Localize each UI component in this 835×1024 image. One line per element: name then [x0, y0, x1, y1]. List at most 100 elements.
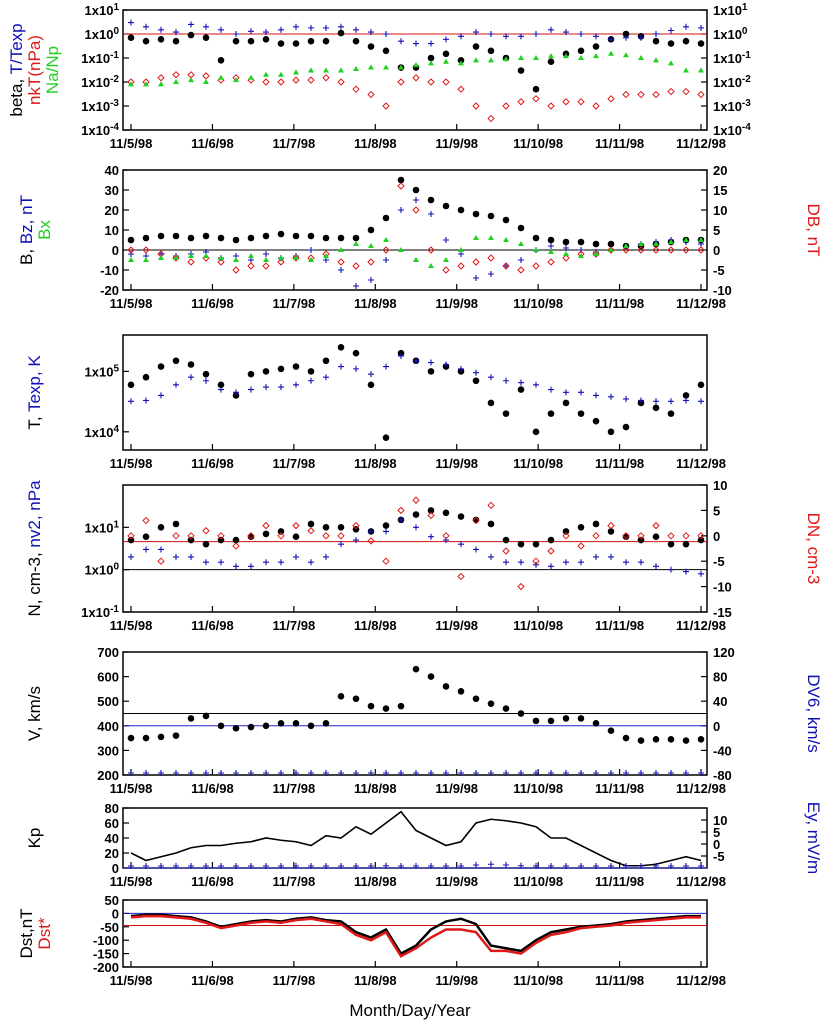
data-point-red	[562, 254, 570, 262]
data-point-green	[293, 69, 299, 75]
right-tick-label: 80	[713, 670, 727, 685]
left-tick-label: 10	[105, 223, 119, 238]
data-point-black	[337, 234, 345, 242]
data-point-green	[278, 255, 284, 260]
left-tick-label: 400	[97, 719, 119, 734]
data-point-black	[202, 34, 210, 42]
data-point-black	[142, 37, 150, 45]
x-tick-label: 11/12/98	[676, 973, 726, 988]
left-tick-label: -150	[93, 947, 119, 962]
data-point-black	[337, 692, 345, 700]
data-point-black	[367, 381, 375, 389]
data-point-blue	[638, 34, 644, 41]
data-point-red	[607, 95, 615, 103]
data-point-blue	[368, 863, 374, 869]
data-point-red	[262, 521, 270, 530]
data-point-black	[682, 540, 690, 548]
data-point-green	[458, 247, 464, 252]
left-tick-label: 600	[97, 670, 119, 685]
data-point-blue	[128, 398, 134, 405]
data-point-black	[142, 373, 150, 381]
data-point-black	[547, 536, 555, 544]
data-point-blue	[683, 770, 689, 776]
data-point-blue	[473, 275, 479, 281]
data-point-red	[337, 532, 345, 540]
x-tick-label: 11/9/98	[435, 618, 478, 633]
data-point-red	[637, 532, 645, 540]
data-point-blue	[398, 207, 404, 213]
data-point-green	[473, 235, 479, 240]
data-point-black	[217, 234, 225, 242]
data-point-blue	[578, 247, 584, 253]
data-point-blue	[698, 770, 704, 776]
data-point-black	[652, 533, 660, 541]
data-point-blue	[503, 263, 509, 269]
data-point-blue	[293, 381, 299, 388]
data-point-black	[247, 723, 255, 731]
data-point-blue	[428, 863, 434, 869]
data-point-blue	[233, 389, 239, 396]
data-point-black	[127, 734, 135, 742]
data-point-black	[487, 212, 495, 220]
data-point-red	[352, 85, 360, 93]
data-point-black	[562, 715, 570, 722]
data-point-red	[367, 258, 375, 266]
data-point-blue	[188, 374, 194, 381]
data-point-blue	[623, 863, 629, 869]
data-point-blue	[383, 363, 389, 370]
data-point-green	[323, 67, 329, 73]
data-point-black	[667, 736, 675, 743]
left-tick-label: 20	[105, 203, 119, 218]
data-point-red	[187, 532, 195, 540]
x-tick-label: 11/8/98	[354, 136, 397, 151]
data-point-black	[652, 404, 660, 412]
data-point-black	[352, 37, 360, 45]
data-point-blue	[563, 863, 569, 869]
data-point-red	[187, 71, 195, 79]
data-point-blue	[623, 559, 629, 566]
data-point-black	[442, 50, 450, 58]
data-point-black	[532, 85, 540, 93]
panel-b: -20 -10 0 10 20 30 40 -10 -5 0 5 10 15 20 11/5/98 11/6/…	[17, 163, 823, 311]
data-point-blue	[548, 386, 554, 393]
data-point-blue	[488, 374, 494, 381]
data-point-blue	[548, 563, 554, 570]
y-axis-label-left: Bx	[35, 220, 54, 240]
data-point-green	[218, 255, 224, 260]
data-point-green	[623, 243, 629, 248]
left-tick-label: -10	[100, 263, 119, 278]
data-point-red	[172, 71, 180, 79]
data-point-green	[533, 247, 539, 252]
data-point-green	[143, 257, 149, 262]
x-tick-label: 11/9/98	[435, 456, 478, 471]
data-point-blue	[338, 23, 344, 30]
right-tick-label: 1x100	[713, 26, 748, 42]
data-point-black	[292, 40, 300, 47]
data-point-green	[473, 57, 479, 63]
data-point-black	[697, 40, 705, 47]
data-point-blue	[158, 863, 164, 869]
data-point-red	[397, 182, 405, 190]
data-point-black	[682, 392, 690, 399]
data-point-red	[292, 76, 300, 84]
left-tick-label: 40	[105, 831, 119, 846]
data-point-blue	[668, 770, 674, 776]
data-point-blue	[203, 559, 209, 566]
data-point-black	[667, 540, 675, 548]
data-point-blue	[323, 863, 329, 869]
data-point-blue	[353, 365, 359, 372]
right-tick-label: 10	[713, 813, 727, 828]
data-point-red	[157, 557, 165, 565]
data-point-black	[307, 37, 315, 45]
data-point-green	[608, 50, 614, 56]
x-tick-label: 11/6/98	[191, 296, 234, 311]
x-tick-label: 11/12/98	[676, 296, 726, 311]
data-point-blue	[473, 29, 479, 36]
data-point-green	[623, 52, 629, 58]
data-point-blue	[428, 770, 434, 776]
data-point-black	[502, 536, 510, 544]
data-point-black	[157, 363, 165, 370]
x-tick-label: 11/10/98	[513, 618, 563, 633]
data-point-blue	[338, 863, 344, 869]
